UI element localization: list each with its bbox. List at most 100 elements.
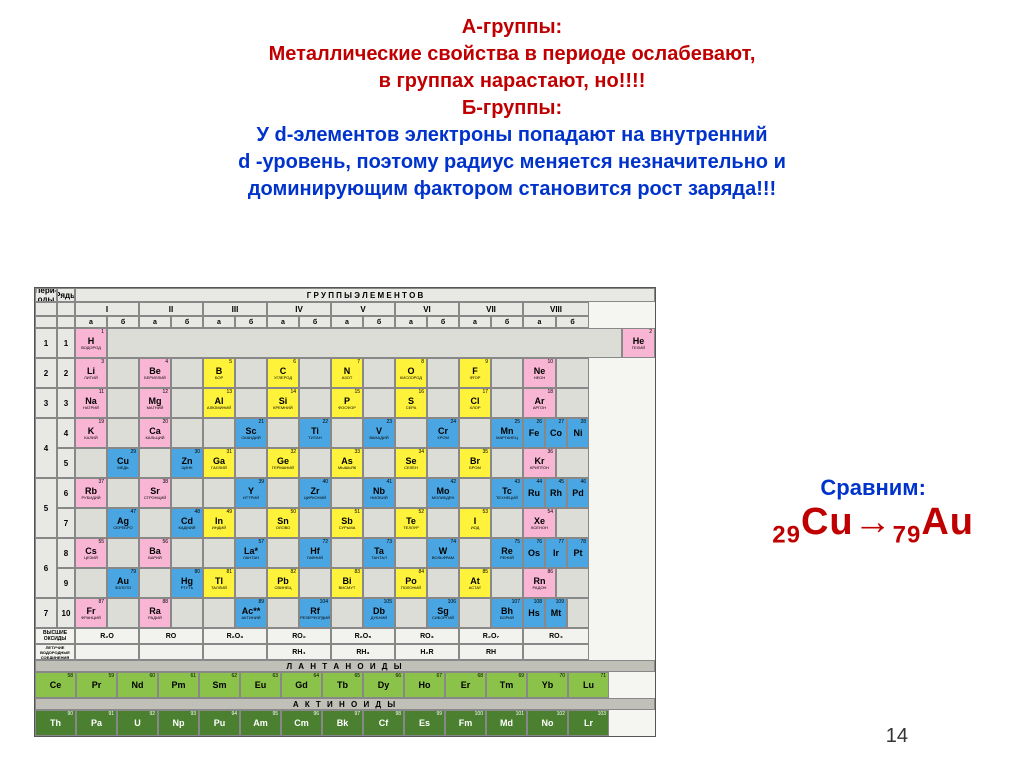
sub-б: б [107,316,139,328]
group-VI: VI [395,302,459,316]
line3: в группах нарастают, но!!!! [0,68,1024,95]
element-In: 49InИНДИЙ [203,508,235,538]
element-Bh: 107BhБОРИЙ [491,598,523,628]
element-Si: 14SiКРЕМНИЙ [267,388,299,418]
sub-а: а [139,316,171,328]
line4: Б-группы: [0,95,1024,122]
sub-а: а [267,316,299,328]
element-Mo: 42MoМОЛИБДЕН [427,478,459,508]
element-K: 19KКАЛИЙ [75,418,107,448]
sub-б: б [299,316,331,328]
element-Li: 3LiЛИТИЙ [75,358,107,388]
el-Yb: 70Yb [527,672,568,698]
period-3: 3 [35,388,57,418]
element-La*: 57La*ЛАНТАН [235,538,267,568]
element-Al: 13AlАЛЮМИНИЙ [203,388,235,418]
element-C: 6CУГЛЕРОД [267,358,299,388]
row-4: 4 [57,418,75,448]
element-Ca: 20CaКАЛЬЦИЙ [139,418,171,448]
element-Hf: 72HfГАФНИЙ [299,538,331,568]
el-Bk: 97Bk [322,710,363,736]
el-U: 92U [117,710,158,736]
el-Ce: 58Ce [35,672,76,698]
oxide-6: R₂O₇ [459,628,523,644]
element-Se: 34SeСЕЛЕН [395,448,427,478]
element-Zn: 30ZnЦИНК [171,448,203,478]
element-W: 74WВОЛЬФРАМ [427,538,459,568]
hydride-3: RH₄ [267,644,331,660]
element-Sr: 38SrСТРОНЦИЙ [139,478,171,508]
element-N: 7NАЗОТ [331,358,363,388]
sub-а: а [395,316,427,328]
el-Sm: 62Sm [199,672,240,698]
element-B: 5BБОР [203,358,235,388]
oxide-0: R₂O [75,628,139,644]
element-Sg: 106SgСИБОРГИЙ [427,598,459,628]
sub-б: б [556,316,589,328]
element-Xe: 54XeКСЕНОН [523,508,556,538]
el-Ir: 77Ir [545,538,567,568]
element-Tl: 81TlТАЛЛИЙ [203,568,235,598]
hydride-4: RH₃ [331,644,395,660]
el-Tb: 65Tb [322,672,363,698]
line5: У d-элементов электроны попадают на внут… [0,122,1024,149]
sub-а: а [75,316,107,328]
el-No: 102No [527,710,568,736]
element-Po: 84PoПОЛОНИЙ [395,568,427,598]
row-8: 8 [57,538,75,568]
row-2: 2 [57,358,75,388]
period-4: 4 [35,418,57,478]
element-Y: 39YИТТРИЙ [235,478,267,508]
element-I: 53IИОД [459,508,491,538]
line6: d -уровень, поэтому радиус меняется незн… [0,149,1024,176]
element-Cu: 29CuМЕДЬ [107,448,139,478]
row-5: 5 [57,448,75,478]
element-Nb: 41NbНИОБИЙ [363,478,395,508]
row-7: 7 [57,508,75,538]
element-Ge: 32GeГЕРМАНИЙ [267,448,299,478]
el-Co: 27Co [545,418,567,448]
hydride-2 [203,644,267,660]
element-Cd: 48CdКАДМИЙ [171,508,203,538]
el-Fm: 100Fm [445,710,486,736]
element-Ta: 73TaТАНТАЛ [363,538,395,568]
element-Cs: 55CsЦЕЗИЙ [75,538,107,568]
element-He: 2HeГЕЛИЙ [622,328,655,358]
compare-formula: 29Cu→79Au [772,501,974,550]
hydride-1 [139,644,203,660]
period-1: 1 [35,328,57,358]
oxide-7: RO₄ [523,628,589,644]
el-Pm: 61Pm [158,672,199,698]
element-Sn: 50SnОЛОВО [267,508,299,538]
row-3: 3 [57,388,75,418]
groups-header: Г Р У П П Ы Э Л Е М Е Н Т О В [75,288,655,302]
el-Gd: 64Gd [281,672,322,698]
element-Sb: 51SbСУРЬМА [331,508,363,538]
sub-а: а [459,316,491,328]
element-Mn: 25MnМАРГАНЕЦ [491,418,523,448]
element-Cl: 17ClХЛОР [459,388,491,418]
sub-а: а [523,316,556,328]
element-Ti: 22TiТИТАН [299,418,331,448]
group-VIII: VIII [523,302,589,316]
element-O: 8OКИСЛОРОД [395,358,427,388]
element-Ar: 18ArАРГОН [523,388,556,418]
element-Rn: 86RnРАДОН [523,568,556,598]
element-Rb: 37RbРУБИДИЙ [75,478,107,508]
row-9: 9 [57,568,75,598]
period-2: 2 [35,358,57,388]
sub-а: а [331,316,363,328]
triad: 108Hs109Mt [523,598,589,628]
compare-block: Сравним: 29Cu→79Au [772,475,974,550]
hydride-6: RH [459,644,523,660]
element-P: 15PФОСФОР [331,388,363,418]
element-Ga: 31GaГАЛЛИЙ [203,448,235,478]
element-Ag: 47AgСЕРЕБРО [107,508,139,538]
sub-б: б [427,316,459,328]
group-V: V [331,302,395,316]
element-Cr: 24CrХРОМ [427,418,459,448]
element-Pb: 82PbСВИНЕЦ [267,568,299,598]
period-7: 7 [35,598,57,628]
triad: 26Fe27Co28Ni [523,418,589,448]
el-Hs: 108Hs [523,598,545,628]
